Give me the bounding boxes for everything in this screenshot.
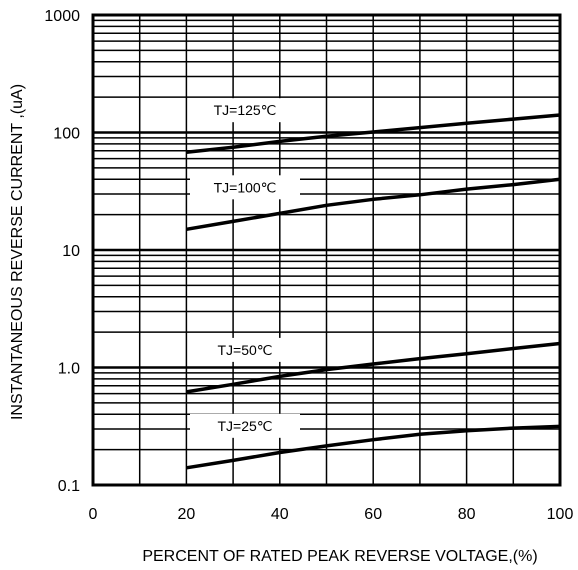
y-tick-label: 10 xyxy=(62,243,80,260)
series-label: TJ=100℃ xyxy=(214,179,277,195)
series-labels: TJ=125℃ TJ=100℃ TJ=50℃ TJ=25℃ xyxy=(190,98,300,438)
series-label-box xyxy=(190,175,300,200)
grid xyxy=(93,15,560,485)
series-label: TJ=125℃ xyxy=(214,102,277,118)
series-line xyxy=(186,177,561,232)
x-tick-label: 0 xyxy=(89,506,98,523)
series-label: TJ=50℃ xyxy=(217,342,272,358)
y-tick-label: 0.1 xyxy=(58,478,80,495)
x-tick-label: 20 xyxy=(178,506,196,523)
x-tick-label: 60 xyxy=(364,506,382,523)
x-axis-label: PERCENT OF RATED PEAK REVERSE VOLTAGE,(%… xyxy=(142,548,537,565)
plot-frame xyxy=(91,13,562,487)
series-label-box xyxy=(190,337,300,362)
x-tick-label: 80 xyxy=(458,506,476,523)
x-tick-label: 100 xyxy=(547,506,574,523)
y-tick-label: 100 xyxy=(53,126,80,143)
y-axis-label: INSTANTANEOUS REVERSE CURRENT ,(uA) xyxy=(9,84,26,420)
x-tick-label: 40 xyxy=(271,506,289,523)
series-label: TJ=25℃ xyxy=(217,418,272,434)
tick-labels: 0 20 40 60 80 100 0.1 1.0 10 100 1000 xyxy=(44,8,573,523)
series-line xyxy=(186,424,561,470)
y-tick-label: 1.0 xyxy=(58,361,80,378)
series-line xyxy=(186,113,561,154)
series-line xyxy=(186,341,561,394)
series-label-box xyxy=(190,413,300,438)
series-label-box xyxy=(190,98,300,123)
y-tick-label: 1000 xyxy=(44,8,80,25)
series-lines xyxy=(186,113,561,470)
